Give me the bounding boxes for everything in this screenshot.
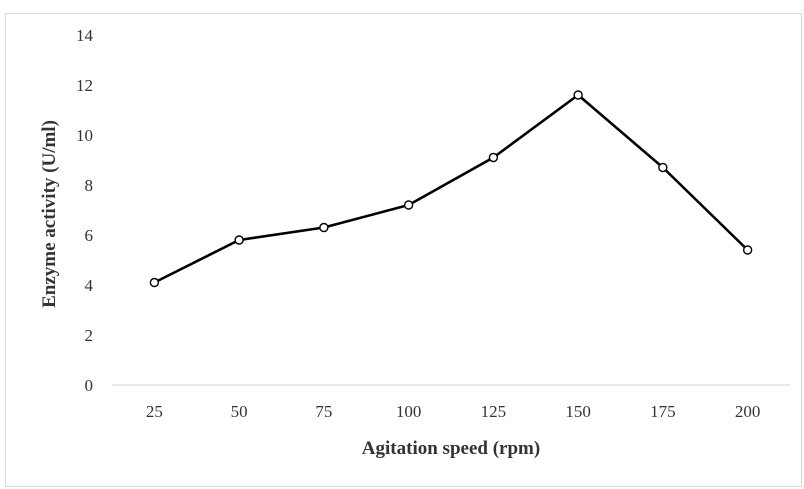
data-points [149, 90, 753, 288]
x-tick-label: 150 [565, 402, 591, 421]
y-axis-ticks: 0 2 4 6 8 10 12 14 [76, 26, 94, 395]
data-point [742, 245, 753, 255]
series-line [153, 93, 749, 284]
x-tick-label: 50 [231, 402, 248, 421]
x-tick-label: 25 [146, 402, 163, 421]
data-point [658, 162, 668, 173]
y-tick-label: 10 [76, 126, 93, 145]
data-point [234, 235, 244, 245]
x-axis-ticks: 25 50 75 100 125 150 175 200 [146, 402, 761, 421]
y-tick-label: 12 [76, 76, 93, 95]
y-tick-label: 14 [76, 26, 94, 45]
y-tick-label: 8 [85, 176, 94, 195]
data-point [403, 200, 414, 210]
x-tick-label: 100 [396, 402, 422, 421]
data-point [488, 152, 499, 163]
x-tick-label: 125 [481, 402, 507, 421]
data-point [149, 277, 160, 288]
data-point [573, 90, 583, 100]
data-point [319, 222, 329, 233]
x-tick-label: 75 [315, 402, 332, 421]
y-tick-label: 4 [85, 276, 94, 295]
chart-frame [5, 13, 802, 487]
x-tick-label: 200 [735, 402, 761, 421]
y-tick-label: 2 [85, 326, 94, 345]
y-tick-label: 0 [85, 376, 94, 395]
x-tick-label: 175 [650, 402, 676, 421]
y-tick-label: 6 [85, 226, 94, 245]
x-axis-title: Agitation speed (rpm) [362, 438, 540, 459]
y-axis-title: Enzyme activity (U/ml) [39, 120, 60, 308]
